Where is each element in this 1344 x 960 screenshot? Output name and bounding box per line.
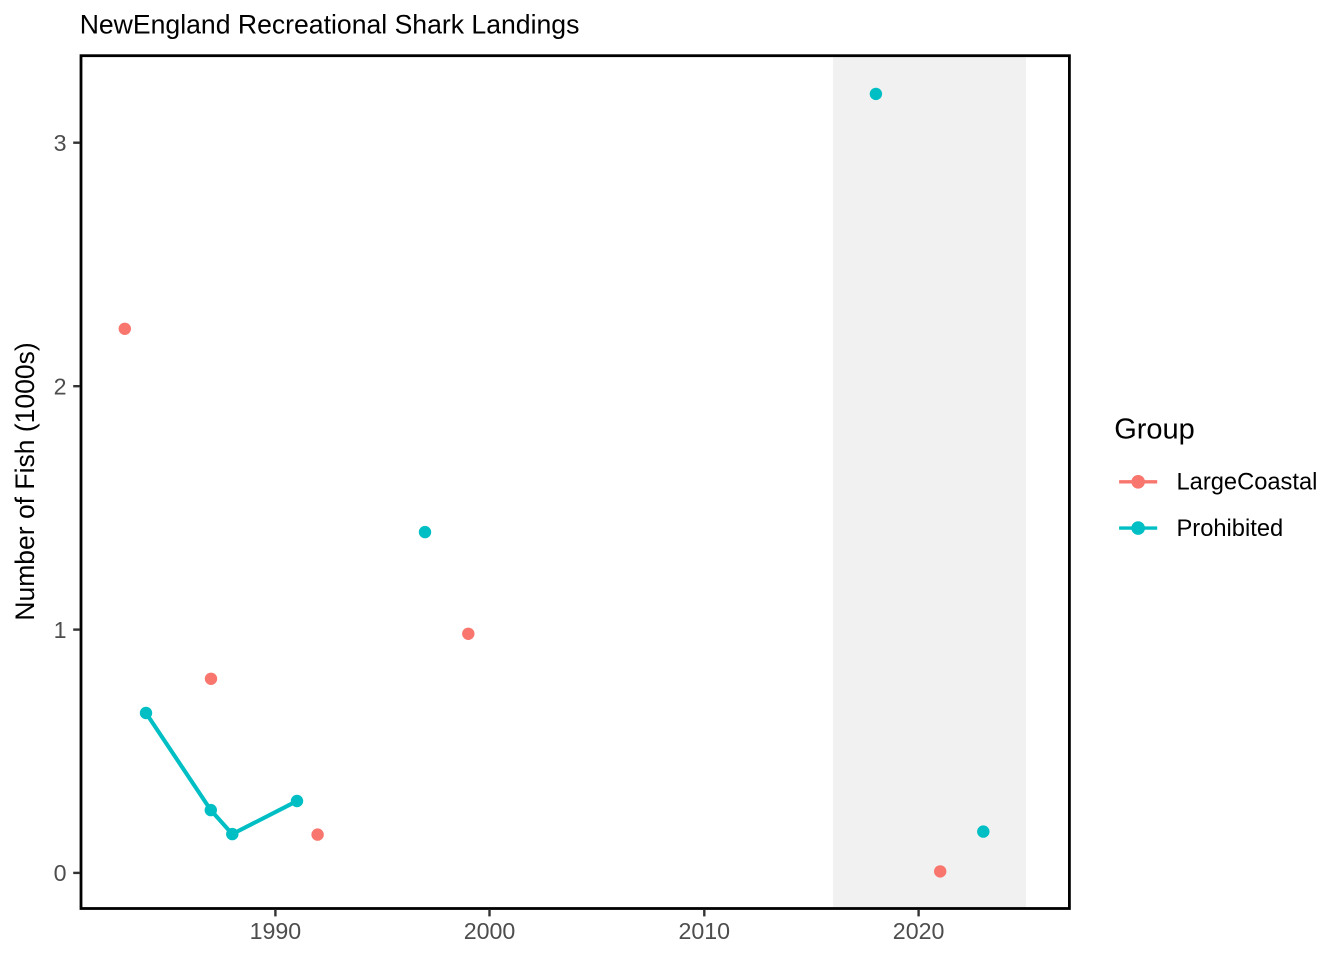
svg-text:2000: 2000 bbox=[464, 918, 516, 944]
svg-text:3: 3 bbox=[54, 130, 67, 156]
svg-text:2: 2 bbox=[54, 373, 67, 399]
svg-text:Number of Fish (1000s): Number of Fish (1000s) bbox=[10, 342, 40, 620]
svg-text:2020: 2020 bbox=[893, 918, 945, 944]
svg-text:LargeCoastal: LargeCoastal bbox=[1177, 470, 1318, 496]
svg-text:NewEngland Recreational Shark: NewEngland Recreational Shark Landings bbox=[80, 10, 580, 40]
svg-text:1: 1 bbox=[54, 617, 67, 643]
svg-text:0: 0 bbox=[54, 860, 67, 886]
svg-text:1990: 1990 bbox=[250, 918, 302, 944]
svg-text:2010: 2010 bbox=[679, 918, 731, 944]
svg-text:Prohibited: Prohibited bbox=[1177, 516, 1284, 542]
svg-text:Group: Group bbox=[1114, 414, 1195, 446]
